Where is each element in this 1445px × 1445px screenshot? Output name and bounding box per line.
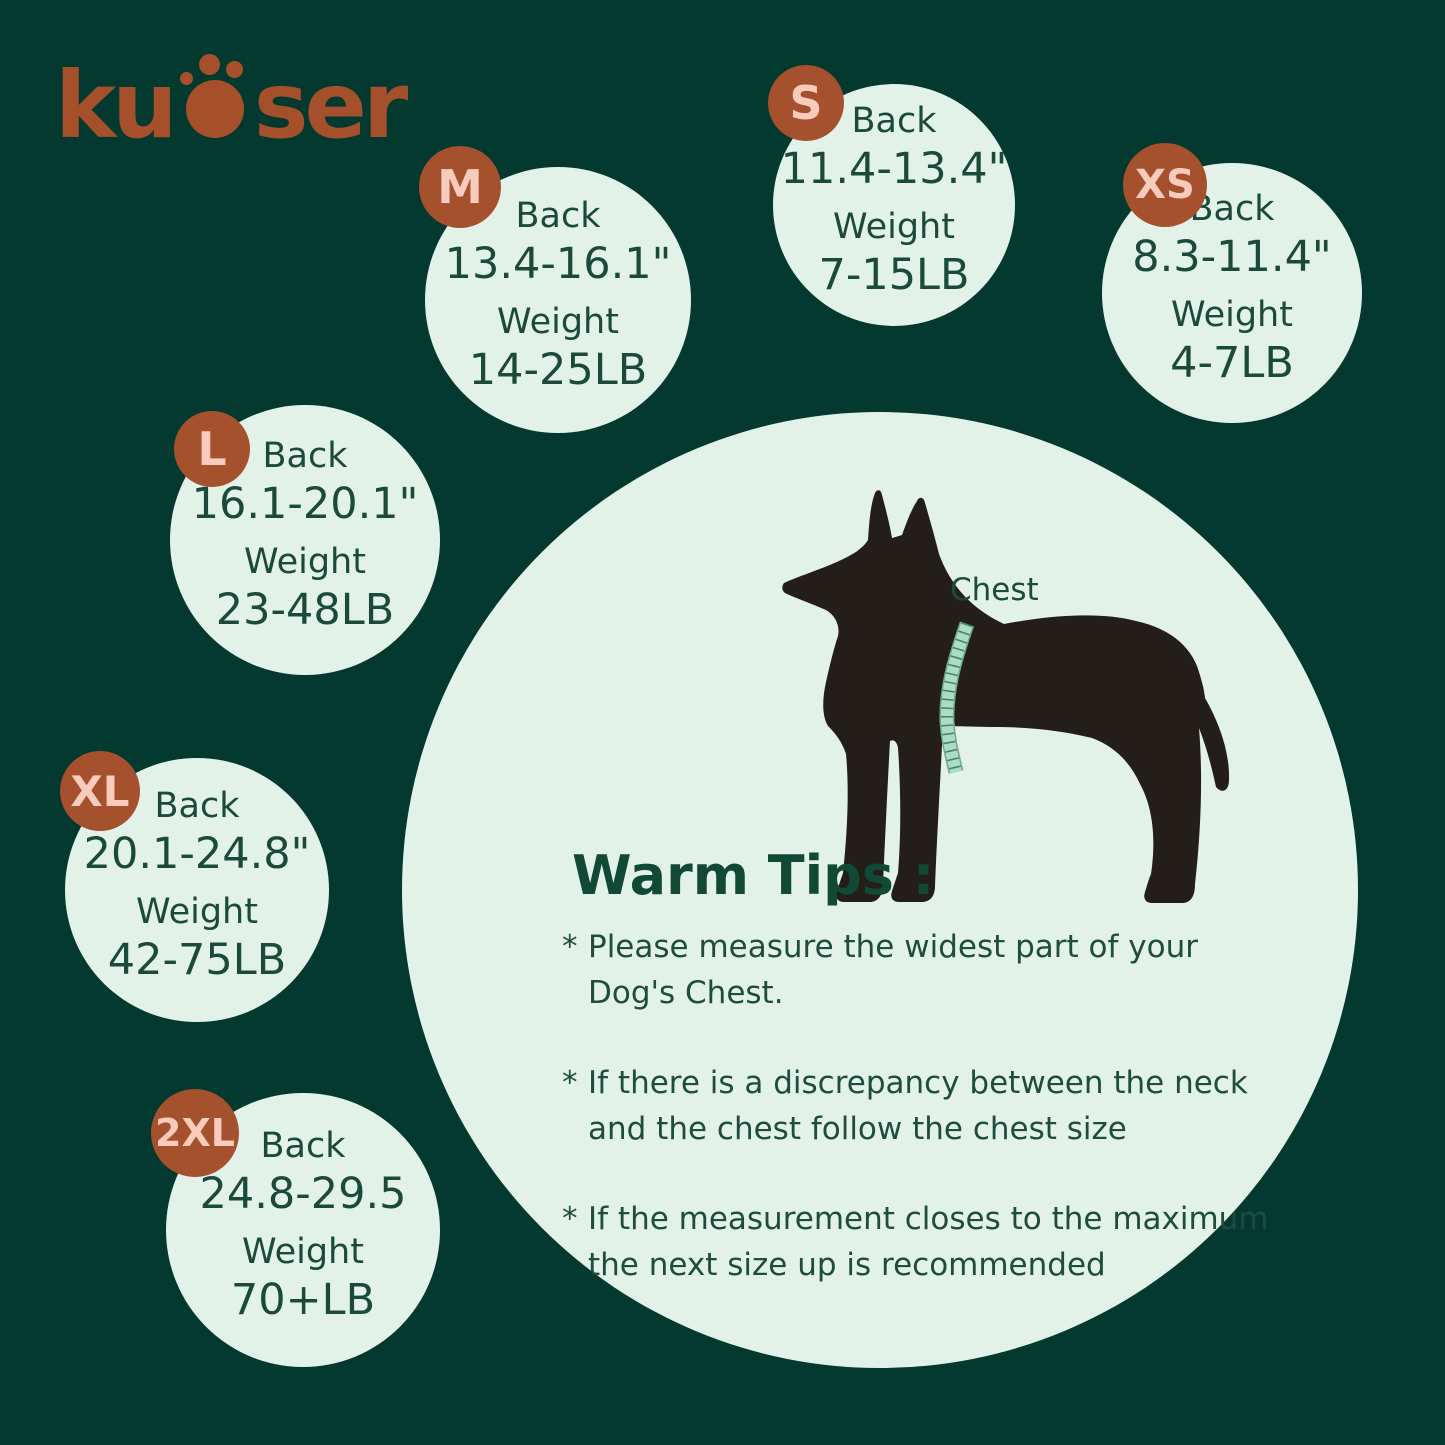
size-badge-s: S — [768, 65, 844, 141]
back-value: 13.4-16.1" — [444, 239, 672, 289]
size-badge-xs: XS — [1123, 143, 1207, 227]
weight-value: 70+LB — [230, 1275, 376, 1325]
brand-text-right: ser — [253, 52, 409, 159]
measuring-tape — [939, 621, 975, 774]
tip-item: * If the measurement closes to the maxim… — [562, 1196, 1272, 1288]
dog-silhouette — [778, 486, 1248, 916]
tip-marker: * — [562, 1065, 578, 1101]
weight-value: 4-7LB — [1170, 338, 1294, 388]
weight-label: Weight — [242, 1232, 364, 1272]
warm-tips-title: Warm Tips : — [572, 844, 935, 907]
weight-value: 7-15LB — [818, 250, 970, 300]
tip-item: * Please measure the widest part of your… — [562, 924, 1272, 1016]
back-value: 20.1-24.8" — [83, 829, 311, 879]
weight-label: Weight — [244, 542, 366, 582]
size-circle-xs: Back 8.3-11.4" Weight 4-7LB — [1102, 163, 1362, 423]
back-label: Back — [515, 196, 601, 236]
size-badge-2xl: 2XL — [151, 1089, 239, 1177]
tip-text: If there is a discrepancy between the ne… — [588, 1065, 1248, 1147]
back-label: Back — [260, 1126, 346, 1166]
warm-tips-list: * Please measure the widest part of your… — [562, 924, 1272, 1332]
tip-text: Please measure the widest part of your D… — [588, 929, 1198, 1011]
weight-value: 23-48LB — [215, 585, 395, 635]
back-value: 24.8-29.5 — [199, 1169, 407, 1219]
size-badge-m: M — [419, 146, 501, 228]
size-badge-xl: XL — [60, 751, 140, 831]
back-value: 16.1-20.1" — [191, 479, 419, 529]
weight-value: 14-25LB — [468, 345, 648, 395]
weight-label: Weight — [497, 302, 619, 342]
weight-label: Weight — [1171, 295, 1293, 335]
measuring-diagram-circle: Chest Warm Tips : * Please measure the w… — [402, 412, 1358, 1368]
chest-label: Chest — [950, 572, 1039, 608]
brand-logo: ku ser — [55, 48, 409, 159]
back-label: Back — [154, 786, 240, 826]
tip-marker: * — [562, 1201, 578, 1237]
brand-text-left: ku — [55, 52, 178, 159]
tip-marker: * — [562, 929, 578, 965]
paw-icon — [179, 54, 246, 138]
back-value: 8.3-11.4" — [1132, 232, 1332, 282]
tip-item: * If there is a discrepancy between the … — [562, 1060, 1272, 1152]
back-label: Back — [262, 436, 348, 476]
weight-label: Weight — [833, 207, 955, 247]
back-value: 11.4-13.4" — [780, 144, 1008, 194]
back-label: Back — [851, 101, 937, 141]
weight-value: 42-75LB — [107, 935, 287, 985]
size-circle-s: Back 11.4-13.4" Weight 7-15LB — [773, 84, 1015, 326]
tip-text: If the measurement closes to the maximum… — [588, 1201, 1269, 1283]
weight-label: Weight — [136, 892, 258, 932]
size-badge-l: L — [174, 411, 250, 487]
